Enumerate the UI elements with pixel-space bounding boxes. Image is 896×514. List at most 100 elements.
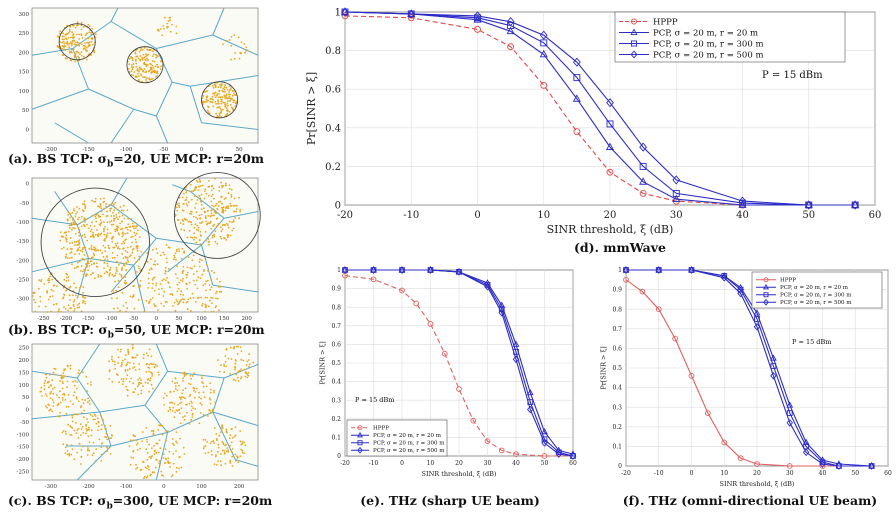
ue-point <box>148 367 151 369</box>
ue-point <box>86 41 89 44</box>
ue-point <box>228 184 231 187</box>
voronoi-edge <box>99 404 146 413</box>
x-tick-label: -150 <box>82 147 95 153</box>
data-point <box>688 266 695 274</box>
data-point <box>754 461 760 467</box>
ue-point <box>105 205 107 208</box>
ue-point <box>135 463 137 466</box>
ue-point <box>115 269 118 271</box>
ue-point <box>92 272 95 275</box>
ue-point <box>159 464 161 466</box>
ue-point <box>161 279 164 282</box>
ue-point <box>183 453 186 455</box>
ue-point <box>163 27 165 30</box>
ue-point <box>112 246 115 249</box>
ue-point <box>63 375 66 377</box>
data-point <box>606 168 614 176</box>
legend-label: HPPP <box>373 426 389 432</box>
ue-point <box>76 249 79 252</box>
plot-content <box>31 7 259 144</box>
ue-point <box>224 182 227 185</box>
ue-point <box>81 234 84 237</box>
ue-point <box>194 408 197 410</box>
data-point <box>606 120 614 128</box>
ue-point <box>132 247 135 250</box>
ue-point <box>101 424 103 426</box>
ue-point <box>82 44 85 47</box>
ue-point <box>84 399 87 401</box>
y-tick-label: -250 <box>17 277 30 283</box>
ue-point <box>133 71 136 73</box>
voronoi-edge <box>189 86 202 123</box>
ue-point <box>139 269 142 272</box>
ue-point <box>137 393 140 396</box>
ue-point <box>84 38 87 41</box>
ue-point <box>203 197 206 200</box>
ue-point <box>91 43 94 46</box>
ue-point <box>78 33 80 36</box>
ue-point <box>233 435 236 438</box>
data-point <box>526 388 534 396</box>
ue-point <box>132 285 135 288</box>
ue-point <box>73 43 76 45</box>
ue-point <box>201 302 204 305</box>
ue-point <box>204 217 207 219</box>
ue-point <box>152 471 154 474</box>
ue-point <box>77 227 80 229</box>
ue-point <box>143 68 146 70</box>
ue-point <box>227 104 229 107</box>
ue-point <box>212 105 215 108</box>
voronoi-edge <box>54 191 78 226</box>
ue-point <box>106 221 109 224</box>
ue-point <box>69 252 72 254</box>
ue-point <box>233 345 236 348</box>
ue-point <box>70 44 73 47</box>
ue-point <box>83 300 86 303</box>
ue-point <box>209 391 212 394</box>
y-tick-label: 0.3 <box>612 404 622 411</box>
ue-point <box>210 195 213 197</box>
ue-point <box>99 203 102 206</box>
ue-point <box>49 392 52 395</box>
ue-point <box>164 300 167 303</box>
legend-label: PCP, σ = 20 m, r = 300 m <box>373 441 445 447</box>
ue-point <box>103 221 105 223</box>
ue-point <box>210 101 213 103</box>
ue-point <box>195 279 198 282</box>
ue-point <box>47 281 50 284</box>
ue-point <box>239 346 242 349</box>
ue-point <box>190 400 193 403</box>
ue-point <box>225 222 228 225</box>
ue-point <box>202 391 205 394</box>
ue-point <box>226 107 228 110</box>
ue-point <box>45 373 48 376</box>
ue-point <box>132 457 135 459</box>
ue-point <box>67 279 70 282</box>
ue-point <box>82 270 84 273</box>
ue-point <box>72 227 74 229</box>
ue-point <box>199 197 202 200</box>
ue-point <box>99 219 102 221</box>
ue-point <box>82 26 85 28</box>
ue-point <box>210 296 212 299</box>
ue-point <box>236 457 239 459</box>
ue-point <box>189 212 191 215</box>
data-point <box>540 81 548 89</box>
ue-point <box>131 251 134 254</box>
ue-point <box>86 454 89 456</box>
ue-point <box>192 273 195 275</box>
ue-point <box>80 434 82 436</box>
ue-point <box>186 219 188 221</box>
ue-point <box>46 290 49 293</box>
ue-point <box>76 33 78 36</box>
ue-point <box>195 237 198 239</box>
ue-point <box>40 280 42 283</box>
voronoi-edge <box>212 377 225 413</box>
ue-point <box>245 46 248 49</box>
ue-point <box>204 439 207 441</box>
voronoi-edge <box>76 204 112 226</box>
ue-point <box>183 371 186 374</box>
ue-point <box>178 206 181 208</box>
ue-point <box>120 276 123 278</box>
ue-point <box>87 23 90 26</box>
